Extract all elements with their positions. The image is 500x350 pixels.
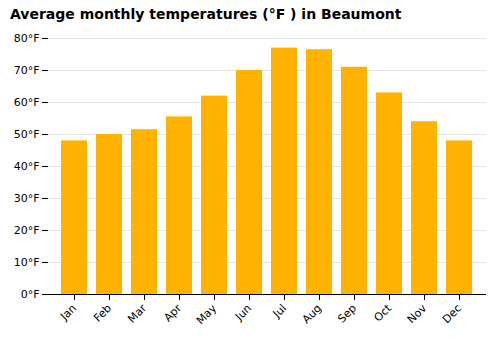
svg-text:60°F: 60°F [14,96,40,109]
svg-text:Apr: Apr [161,301,184,324]
svg-text:Jan: Jan [57,302,79,324]
svg-text:Nov: Nov [405,301,430,326]
svg-text:Mar: Mar [125,301,149,325]
svg-text:40°F: 40°F [14,160,40,173]
svg-text:Sep: Sep [335,302,359,326]
svg-text:Aug: Aug [300,302,324,326]
svg-text:80°F: 80°F [14,32,40,45]
svg-text:20°F: 20°F [14,224,40,237]
svg-text:50°F: 50°F [14,128,40,141]
html-text:Average monthly temperatures (: Average monthly temperatures (°F ) in Be… [10,6,402,22]
svg-text:10°F: 10°F [14,256,40,269]
svg-text:Dec: Dec [440,302,464,326]
svg-text:0°F: 0°F [21,288,40,301]
svg-text:Jul: Jul [270,302,289,321]
svg-text:Feb: Feb [91,302,114,325]
svg-text:Oct: Oct [371,301,394,324]
svg-text:70°F: 70°F [14,64,40,77]
svg-text:Jun: Jun [232,302,254,324]
svg-text:30°F: 30°F [14,192,40,205]
svg-text:May: May [194,301,220,327]
